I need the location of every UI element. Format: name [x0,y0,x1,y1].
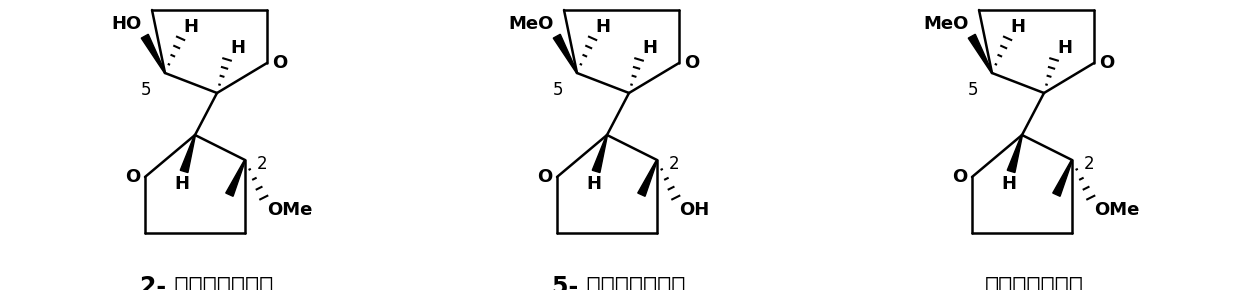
Text: 2- 甲氧基异山梨醇: 2- 甲氧基异山梨醇 [140,275,274,290]
Text: O: O [952,168,966,186]
Text: H: H [586,175,602,193]
Polygon shape [225,160,245,196]
Text: OH: OH [679,201,709,219]
Text: H: H [642,39,657,57]
Text: O: O [125,168,140,186]
Text: H: H [175,175,190,193]
Polygon shape [1007,135,1022,173]
Text: OMe: OMe [1094,201,1139,219]
Text: H: H [1057,39,1072,57]
Text: O: O [273,54,287,72]
Text: 2: 2 [669,155,680,173]
Polygon shape [592,135,607,173]
Text: 5: 5 [968,81,978,99]
Text: 5- 甲氧基异山梨醇: 5- 甲氧基异山梨醇 [553,275,685,290]
Text: 异山梨醇二甲醚: 异山梨醇二甲醚 [985,275,1083,290]
Polygon shape [554,34,577,73]
Polygon shape [141,34,166,73]
Polygon shape [180,135,196,173]
Text: MeO: MeO [923,15,969,33]
Polygon shape [968,34,992,73]
Text: MeO: MeO [508,15,554,33]
Text: 2: 2 [256,155,268,173]
Text: OMe: OMe [266,201,312,219]
Text: H: H [1011,18,1026,36]
Text: H: H [1001,175,1016,193]
Text: 5: 5 [553,81,563,99]
Text: H: H [230,39,245,57]
Text: HO: HO [112,15,141,33]
Polygon shape [638,160,658,196]
Text: H: H [596,18,611,36]
Polygon shape [1053,160,1073,196]
Text: H: H [183,18,198,36]
Text: 2: 2 [1084,155,1094,173]
Text: O: O [684,54,699,72]
Text: 5: 5 [140,81,151,99]
Text: O: O [536,168,553,186]
Text: O: O [1099,54,1114,72]
